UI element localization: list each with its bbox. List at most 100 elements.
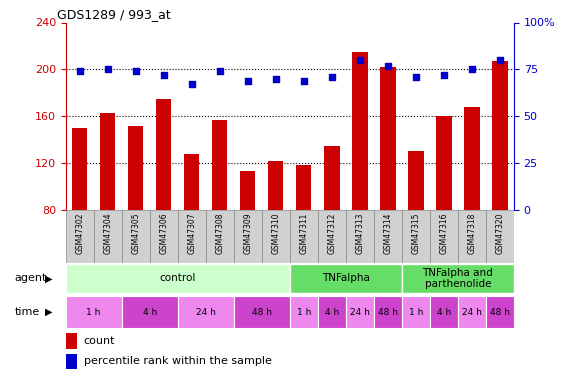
Bar — [380, 67, 396, 210]
Point — [467, 66, 476, 72]
Text: 48 h: 48 h — [252, 308, 272, 316]
Point — [103, 66, 112, 72]
Text: GSM47315: GSM47315 — [411, 213, 420, 254]
FancyBboxPatch shape — [66, 296, 122, 328]
FancyBboxPatch shape — [402, 296, 430, 328]
Bar — [184, 154, 199, 210]
FancyBboxPatch shape — [94, 210, 122, 262]
Text: 1 h: 1 h — [296, 308, 311, 316]
FancyBboxPatch shape — [66, 210, 94, 262]
Bar — [492, 61, 508, 210]
Point — [383, 63, 392, 69]
FancyBboxPatch shape — [290, 210, 318, 262]
Text: agent: agent — [14, 273, 47, 284]
FancyBboxPatch shape — [486, 296, 514, 328]
FancyBboxPatch shape — [346, 296, 374, 328]
Text: 4 h: 4 h — [143, 308, 157, 316]
FancyBboxPatch shape — [346, 210, 374, 262]
Text: 24 h: 24 h — [196, 308, 216, 316]
FancyBboxPatch shape — [458, 210, 486, 262]
Point — [271, 76, 280, 82]
Text: 1 h: 1 h — [86, 308, 101, 316]
Point — [355, 57, 364, 63]
Text: GSM47316: GSM47316 — [439, 213, 448, 254]
Text: control: control — [159, 273, 196, 284]
Text: 4 h: 4 h — [437, 308, 451, 316]
Text: GSM47318: GSM47318 — [468, 213, 476, 254]
Bar — [156, 99, 171, 210]
FancyBboxPatch shape — [318, 210, 346, 262]
Text: GSM47302: GSM47302 — [75, 213, 84, 254]
Point — [411, 74, 420, 80]
Text: GSM47306: GSM47306 — [159, 213, 168, 254]
FancyBboxPatch shape — [150, 210, 178, 262]
Text: TNFalpha and
parthenolide: TNFalpha and parthenolide — [423, 268, 493, 289]
Point — [187, 81, 196, 87]
FancyBboxPatch shape — [486, 210, 514, 262]
Text: ▶: ▶ — [45, 273, 53, 284]
Point — [243, 78, 252, 84]
Text: GSM47309: GSM47309 — [243, 213, 252, 254]
Text: percentile rank within the sample: percentile rank within the sample — [83, 356, 271, 366]
FancyBboxPatch shape — [234, 296, 290, 328]
Text: GSM47311: GSM47311 — [299, 213, 308, 254]
Text: GSM47320: GSM47320 — [496, 213, 504, 254]
FancyBboxPatch shape — [318, 296, 346, 328]
Text: GSM47308: GSM47308 — [215, 213, 224, 254]
FancyBboxPatch shape — [374, 296, 402, 328]
Text: 48 h: 48 h — [378, 308, 398, 316]
FancyBboxPatch shape — [262, 210, 290, 262]
Text: ▶: ▶ — [45, 307, 53, 317]
Bar — [100, 113, 115, 210]
Text: 4 h: 4 h — [325, 308, 339, 316]
Text: 24 h: 24 h — [462, 308, 482, 316]
Point — [439, 72, 448, 78]
FancyBboxPatch shape — [66, 264, 290, 293]
Text: count: count — [83, 336, 115, 346]
Point — [75, 68, 85, 74]
FancyBboxPatch shape — [178, 210, 206, 262]
Text: 48 h: 48 h — [490, 308, 510, 316]
FancyBboxPatch shape — [178, 296, 234, 328]
Bar — [72, 128, 87, 210]
FancyBboxPatch shape — [122, 210, 150, 262]
Text: GDS1289 / 993_at: GDS1289 / 993_at — [57, 8, 171, 21]
Text: TNFalpha: TNFalpha — [322, 273, 370, 284]
FancyBboxPatch shape — [402, 210, 430, 262]
FancyBboxPatch shape — [374, 210, 402, 262]
FancyBboxPatch shape — [290, 296, 318, 328]
Text: GSM47313: GSM47313 — [355, 213, 364, 254]
Bar — [408, 152, 424, 210]
FancyBboxPatch shape — [122, 296, 178, 328]
Point — [131, 68, 140, 74]
Point — [299, 78, 308, 84]
Bar — [66, 333, 77, 349]
Text: 1 h: 1 h — [409, 308, 423, 316]
Text: GSM47307: GSM47307 — [187, 213, 196, 254]
Text: GSM47312: GSM47312 — [327, 213, 336, 254]
Bar — [464, 107, 480, 210]
Bar — [352, 52, 368, 210]
FancyBboxPatch shape — [430, 296, 458, 328]
FancyBboxPatch shape — [458, 296, 486, 328]
FancyBboxPatch shape — [430, 210, 458, 262]
Bar — [324, 146, 340, 210]
Text: GSM47305: GSM47305 — [131, 213, 140, 254]
Bar — [240, 171, 255, 210]
Point — [159, 72, 168, 78]
Bar — [436, 116, 452, 210]
Text: 24 h: 24 h — [350, 308, 370, 316]
Text: time: time — [14, 307, 39, 317]
Text: GSM47310: GSM47310 — [271, 213, 280, 254]
Point — [495, 57, 504, 63]
Bar — [212, 120, 227, 210]
Point — [327, 74, 336, 80]
Bar — [296, 165, 312, 210]
FancyBboxPatch shape — [234, 210, 262, 262]
Bar — [128, 126, 143, 210]
Point — [215, 68, 224, 74]
FancyBboxPatch shape — [206, 210, 234, 262]
Text: GSM47304: GSM47304 — [103, 213, 112, 254]
Bar — [66, 354, 77, 369]
FancyBboxPatch shape — [290, 264, 402, 293]
